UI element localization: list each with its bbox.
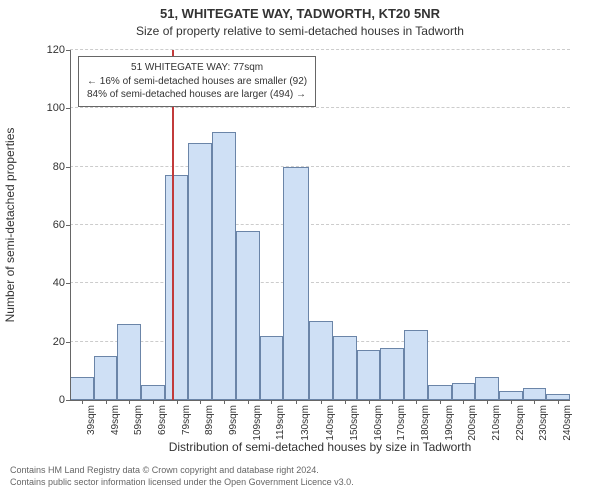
x-tick-mark: [534, 400, 535, 404]
footer-line-2: Contains public sector information licen…: [10, 477, 590, 489]
y-tick-label: 40: [35, 277, 65, 289]
info-box-line: ← 16% of semi-detached houses are smalle…: [87, 75, 307, 89]
x-tick-mark: [271, 400, 272, 404]
histogram-bar: [333, 336, 357, 400]
y-tick-mark: [66, 342, 70, 343]
plot-area: 51 WHITEGATE WAY: 77sqm← 16% of semi-det…: [70, 50, 570, 400]
histogram-bar: [94, 356, 118, 400]
x-tick-mark: [296, 400, 297, 404]
grid-line: [70, 282, 570, 283]
x-tick-mark: [440, 400, 441, 404]
y-tick-label: 100: [35, 102, 65, 114]
histogram-bar: [141, 385, 165, 400]
x-tick-label: 230sqm: [538, 405, 549, 441]
x-tick-mark: [392, 400, 393, 404]
histogram-bar: [380, 348, 404, 401]
x-tick-mark: [416, 400, 417, 404]
histogram-bar: [117, 324, 141, 400]
info-box: 51 WHITEGATE WAY: 77sqm← 16% of semi-det…: [78, 56, 316, 107]
grid-line: [70, 224, 570, 225]
x-tick-mark: [248, 400, 249, 404]
y-tick-label: 20: [35, 336, 65, 348]
histogram-bar: [452, 383, 476, 401]
x-tick-mark: [369, 400, 370, 404]
histogram-bar: [499, 391, 523, 400]
x-tick-mark: [177, 400, 178, 404]
histogram-bar: [309, 321, 333, 400]
chart-title: 51, WHITEGATE WAY, TADWORTH, KT20 5NR: [0, 6, 600, 21]
x-tick-label: 119sqm: [275, 405, 286, 440]
chart-container: 51, WHITEGATE WAY, TADWORTH, KT20 5NR Si…: [0, 0, 600, 500]
x-tick-mark: [153, 400, 154, 404]
y-tick-label: 0: [35, 394, 65, 406]
footer-line-1: Contains HM Land Registry data © Crown c…: [10, 465, 590, 477]
x-tick-label: 49sqm: [110, 405, 121, 435]
y-tick-mark: [66, 108, 70, 109]
x-tick-label: 190sqm: [444, 405, 455, 441]
x-tick-mark: [224, 400, 225, 404]
y-tick-mark: [66, 50, 70, 51]
x-tick-label: 160sqm: [373, 405, 384, 441]
y-tick-label: 60: [35, 219, 65, 231]
x-tick-label: 200sqm: [467, 405, 478, 441]
histogram-bar: [357, 350, 381, 400]
grid-line: [70, 49, 570, 50]
y-tick-mark: [66, 283, 70, 284]
y-axis-label: Number of semi-detached properties: [3, 128, 17, 323]
x-tick-label: 180sqm: [420, 405, 431, 441]
x-tick-label: 39sqm: [86, 405, 97, 435]
histogram-bar: [283, 167, 309, 400]
x-tick-mark: [558, 400, 559, 404]
x-tick-mark: [106, 400, 107, 404]
histogram-bar: [404, 330, 428, 400]
histogram-bar: [212, 132, 236, 400]
grid-line: [70, 107, 570, 108]
x-tick-label: 59sqm: [133, 405, 144, 435]
x-tick-mark: [200, 400, 201, 404]
histogram-bar: [165, 175, 189, 400]
y-tick-mark: [66, 167, 70, 168]
x-tick-mark: [82, 400, 83, 404]
x-tick-label: 210sqm: [491, 405, 502, 441]
footer-attribution: Contains HM Land Registry data © Crown c…: [10, 465, 590, 488]
histogram-bar: [428, 385, 452, 400]
histogram-bar: [70, 377, 94, 400]
x-tick-label: 150sqm: [349, 405, 360, 441]
y-axis-line: [70, 50, 71, 400]
histogram-bar: [260, 336, 284, 400]
histogram-bar: [523, 388, 547, 400]
x-tick-label: 240sqm: [562, 405, 573, 441]
x-tick-label: 79sqm: [181, 405, 192, 435]
x-tick-mark: [321, 400, 322, 404]
x-tick-label: 140sqm: [325, 405, 336, 441]
grid-line: [70, 166, 570, 167]
x-axis-label: Distribution of semi-detached houses by …: [70, 440, 570, 454]
x-tick-mark: [129, 400, 130, 404]
x-tick-mark: [345, 400, 346, 404]
histogram-bar: [188, 143, 212, 400]
x-tick-label: 69sqm: [157, 405, 168, 435]
x-tick-label: 109sqm: [252, 405, 263, 441]
x-tick-mark: [511, 400, 512, 404]
histogram-bar: [475, 377, 499, 400]
x-axis-line: [70, 400, 570, 401]
y-tick-label: 120: [35, 44, 65, 56]
info-box-line: 51 WHITEGATE WAY: 77sqm: [87, 61, 307, 75]
info-box-line: 84% of semi-detached houses are larger (…: [87, 88, 307, 102]
y-tick-mark: [66, 400, 70, 401]
x-tick-mark: [463, 400, 464, 404]
y-tick-mark: [66, 225, 70, 226]
x-tick-mark: [487, 400, 488, 404]
x-tick-label: 170sqm: [396, 405, 407, 441]
x-tick-label: 89sqm: [204, 405, 215, 435]
x-tick-label: 99sqm: [228, 405, 239, 435]
chart-subtitle: Size of property relative to semi-detach…: [0, 24, 600, 38]
histogram-bar: [236, 231, 260, 400]
x-tick-label: 130sqm: [300, 405, 311, 441]
y-tick-label: 80: [35, 161, 65, 173]
x-tick-label: 220sqm: [515, 405, 526, 441]
